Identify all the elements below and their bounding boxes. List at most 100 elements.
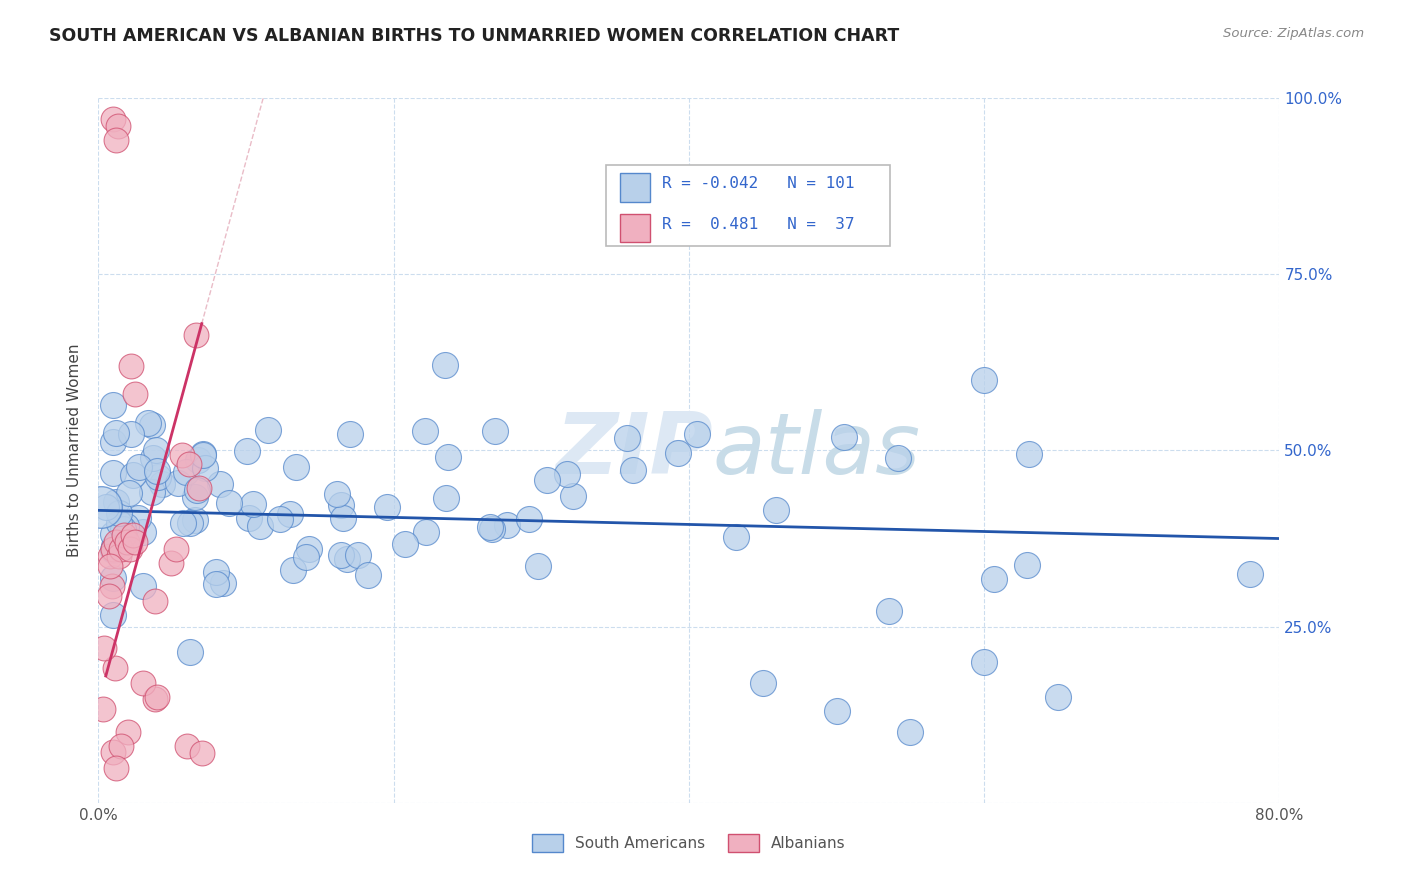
Point [145,443,167,458]
Point [208,476,231,491]
Point [91,702,114,716]
Point [179,516,201,531]
Point [1239,566,1261,581]
Point [437,450,460,464]
Point [98,559,121,574]
Point [128,459,150,474]
Point [124,535,146,549]
Point [557,467,579,481]
Point [526,558,548,573]
Point [832,430,855,444]
Point [103,526,125,541]
Point [93,641,115,656]
Point [105,495,128,509]
Point [103,608,125,623]
Point [434,491,457,505]
Point [347,548,370,562]
Point [103,112,125,127]
Point [285,459,308,474]
Point [112,528,135,542]
Point [103,435,125,450]
Point [298,541,321,556]
Point [765,503,787,517]
Point [481,522,503,536]
Point [107,549,129,564]
Point [562,489,585,503]
Point [103,543,125,558]
Point [160,556,183,570]
Point [118,486,141,500]
Point [218,496,240,510]
Text: R =  0.481   N =  37: R = 0.481 N = 37 [662,217,855,232]
Point [332,510,354,524]
FancyBboxPatch shape [606,165,890,246]
Point [117,725,139,739]
Point [104,661,127,675]
Y-axis label: Births to Unmarried Women: Births to Unmarried Women [67,343,83,558]
Point [394,537,416,551]
Point [484,424,506,438]
Point [103,571,125,585]
Point [415,524,437,539]
Point [187,481,209,495]
Point [132,524,155,539]
Text: Source: ZipAtlas.com: Source: ZipAtlas.com [1223,27,1364,40]
Point [666,446,689,460]
Point [90,500,112,514]
Point [326,486,349,500]
Point [295,549,318,564]
Point [235,443,257,458]
Point [167,476,190,491]
Point [132,579,155,593]
Point [143,691,166,706]
Point [110,739,132,754]
Point [752,676,775,690]
Point [124,387,146,401]
Point [205,577,228,591]
Text: ZIP: ZIP [555,409,713,492]
Point [983,572,1005,586]
Point [170,449,193,463]
Text: atlas: atlas [713,409,921,492]
Point [686,427,709,442]
Point [114,519,136,533]
Point [112,522,135,536]
Point [101,745,124,759]
Point [283,563,305,577]
Point [165,541,187,556]
Point [108,506,131,520]
Point [887,451,910,466]
Point [107,120,129,134]
Point [141,485,163,500]
Point [329,549,352,563]
Point [108,516,131,531]
Point [141,417,163,432]
Point [375,500,398,515]
Point [278,507,301,521]
Point [105,133,128,147]
Point [725,531,748,545]
Point [973,373,995,387]
Point [132,676,155,690]
Point [269,512,291,526]
Point [184,513,207,527]
Point [194,461,217,475]
Point [179,457,201,471]
Point [877,604,900,618]
FancyBboxPatch shape [620,173,650,202]
Point [172,516,194,531]
Point [191,448,214,462]
Point [191,747,214,761]
Point [179,645,201,659]
Point [110,542,132,557]
Point [122,467,145,482]
Point [120,427,142,442]
Point [118,542,141,557]
Point [142,451,165,466]
Point [242,497,264,511]
Point [621,463,644,477]
Point [339,427,361,442]
Point [357,568,380,582]
Point [257,423,280,437]
Point [413,424,436,438]
